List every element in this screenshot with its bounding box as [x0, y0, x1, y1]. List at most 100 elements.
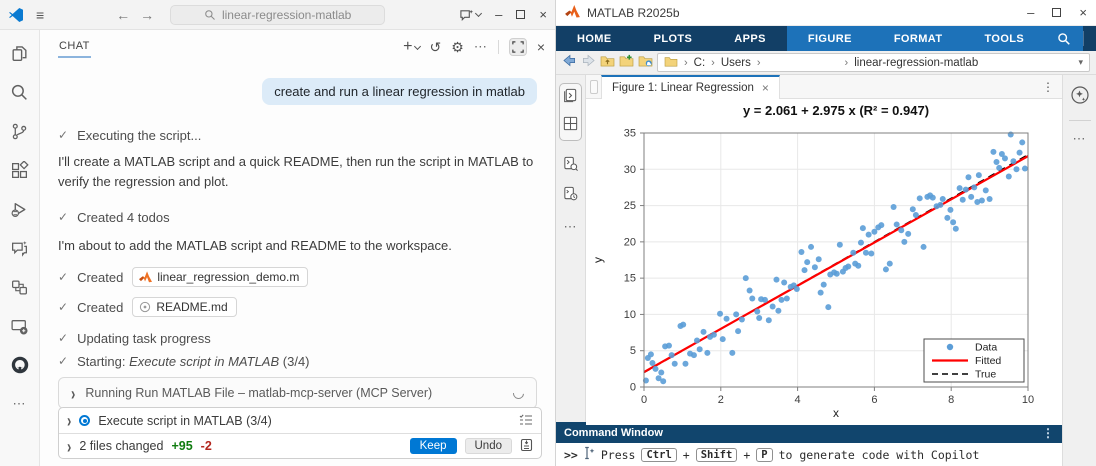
svg-text:25: 25: [624, 200, 636, 212]
breadcrumb-dropdown-icon[interactable]: ▾: [1078, 57, 1083, 67]
panel-group: [559, 83, 582, 141]
svg-text:True: True: [975, 369, 996, 381]
files-changed-row[interactable]: › 2 files changed +95 -2 Keep Undo: [59, 433, 541, 458]
chat-panel: CHAT + ↺ ⚙ ⋯ × create and run a linear r…: [40, 30, 555, 466]
command-prompt-line[interactable]: >> Press Ctrl + Shift + P to generate co…: [556, 443, 1062, 466]
chevron-right-icon: ›: [71, 382, 76, 404]
more-actions-icon[interactable]: ⋯: [473, 39, 488, 54]
settings-gear-icon[interactable]: ⚙: [451, 38, 464, 55]
command-search-icon[interactable]: [562, 155, 579, 177]
new-chat-button[interactable]: +: [403, 38, 421, 56]
github-icon[interactable]: [9, 354, 31, 376]
command-window-menu-icon[interactable]: ⋮: [1042, 425, 1054, 440]
more-activity-icon[interactable]: ⋯: [12, 396, 27, 411]
tab-tools[interactable]: TOOLS: [963, 26, 1046, 51]
crumb-drive[interactable]: C:: [693, 56, 706, 69]
remote-explorer-icon[interactable]: [9, 276, 31, 298]
figure-canvas: 0 2 4 6 8 10 0 5 10 15 20 25 30 35 y = 2.061 + 2.975 x…: [586, 99, 1062, 425]
nav-forward-icon[interactable]: →: [140, 6, 155, 23]
minimize-button[interactable]: –: [1027, 5, 1035, 20]
maximize-button[interactable]: [1052, 8, 1062, 17]
svg-text:20: 20: [624, 236, 636, 248]
regression-plot: 0 2 4 6 8 10 0 5 10 15 20 25 30 35 y = 2.061 + 2.975 x…: [591, 103, 1034, 420]
command-window-header[interactable]: Command Window ⋮: [556, 422, 1062, 443]
maximize-button[interactable]: [516, 10, 526, 19]
hint-press: Press: [600, 447, 636, 462]
minimize-button[interactable]: –: [495, 7, 503, 22]
tab-apps[interactable]: APPS: [734, 32, 766, 45]
file-chip-matlab-script[interactable]: linear_regression_demo.m: [132, 267, 309, 288]
address-breadcrumb[interactable]: › C: › Users › › linear-regression-matla…: [657, 53, 1090, 72]
more-sidebar-icon[interactable]: ⋯: [1072, 131, 1087, 146]
cloud-folder-icon[interactable]: [638, 54, 653, 72]
chat-history-icon[interactable]: ↺: [429, 38, 442, 55]
vscode-logo-icon: [8, 7, 24, 23]
close-button[interactable]: ×: [539, 7, 547, 22]
file-chip-readme[interactable]: README.md: [132, 297, 237, 318]
files-changed-label: 2 files changed: [79, 439, 164, 453]
svg-text:35: 35: [624, 128, 636, 140]
search-text: linear-regression-matlab: [221, 7, 352, 22]
svg-text:x: x: [833, 406, 839, 420]
vscode-window: ≡ ← → linear-regression-matlab – ×: [0, 0, 556, 466]
keep-button[interactable]: Keep: [409, 438, 457, 454]
crumb-users[interactable]: Users: [720, 56, 751, 69]
user-message: create and run a linear regression in ma…: [262, 78, 537, 105]
activity-bar: ⋯: [0, 30, 40, 466]
key-p: P: [756, 447, 773, 462]
forward-icon[interactable]: [581, 54, 596, 72]
layout-grid-icon[interactable]: [562, 115, 579, 137]
search-sidebar-icon[interactable]: [9, 81, 31, 103]
view-changes-icon[interactable]: [520, 438, 533, 455]
search-icon: [205, 9, 215, 20]
crumb-project[interactable]: linear-regression-matlab: [854, 56, 979, 69]
running-tool-label: Running Run MATLAB File – matlab-mcp-ser…: [85, 386, 433, 401]
back-icon[interactable]: [562, 54, 577, 72]
up-folder-icon[interactable]: [600, 54, 615, 72]
editor-pages-icon[interactable]: [562, 87, 579, 109]
markdown-file-icon: [140, 302, 151, 313]
additions-count: +95: [171, 439, 193, 453]
matlab-window-title: MATLAB R2025b: [587, 5, 680, 20]
nav-back-icon[interactable]: ←: [116, 6, 131, 23]
figure-menu-icon[interactable]: ⋮: [1042, 79, 1054, 94]
matlab-file-icon: [139, 271, 153, 283]
drag-handle[interactable]: [590, 79, 598, 94]
toolstrip-search-icon[interactable]: [1045, 26, 1084, 51]
run-debug-icon[interactable]: [9, 198, 31, 220]
key-ctrl: Ctrl: [641, 447, 677, 462]
todo-list-icon[interactable]: [519, 413, 533, 429]
source-control-icon[interactable]: [9, 120, 31, 142]
chat-sidebar-icon[interactable]: [9, 237, 31, 259]
command-history-icon[interactable]: [562, 185, 579, 207]
expand-chat-icon[interactable]: [508, 38, 527, 56]
copilot-sidebar-icon[interactable]: [1070, 85, 1090, 110]
todo-header: Execute script in MATLAB (3/4): [98, 413, 272, 428]
matlab-quick-access-bar: › C: › Users › › linear-regression-matla…: [556, 51, 1096, 75]
tab-figure[interactable]: FIGURE: [786, 26, 873, 51]
new-folder-icon[interactable]: [619, 54, 634, 72]
todo-status-row[interactable]: › Execute script in MATLAB (3/4): [59, 408, 541, 433]
svg-text:y = 2.061 + 2.975 x (R² = 0: y = 2.061 + 2.975 x (R² = 0.947): [743, 103, 929, 118]
undo-button[interactable]: Undo: [464, 438, 512, 454]
close-figure-icon[interactable]: ×: [761, 80, 769, 95]
tab-plots[interactable]: PLOTS: [653, 32, 693, 45]
tab-chat[interactable]: CHAT: [58, 36, 91, 58]
more-panels-icon[interactable]: ⋯: [563, 219, 578, 234]
close-button[interactable]: ×: [1079, 5, 1087, 20]
copilot-chat-icon[interactable]: [459, 8, 483, 22]
close-panel-icon[interactable]: ×: [536, 39, 545, 55]
tab-home[interactable]: HOME: [577, 32, 612, 45]
matlab-window: MATLAB R2025b – × HOME PLOTS APPS FIGURE…: [556, 0, 1096, 466]
menu-hamburger-icon[interactable]: ≡: [36, 6, 45, 23]
tab-format[interactable]: FORMAT: [872, 26, 964, 51]
live-share-icon[interactable]: [9, 315, 31, 337]
copilot-cursor-icon: [584, 446, 595, 463]
explorer-icon[interactable]: [9, 42, 31, 64]
figure-tab[interactable]: Figure 1: Linear Regression ×: [601, 74, 780, 99]
command-center-search[interactable]: linear-regression-matlab: [170, 4, 386, 25]
chevron-sep: ›: [711, 56, 715, 69]
extensions-icon[interactable]: [9, 159, 31, 181]
matlab-titlebar: MATLAB R2025b – ×: [556, 0, 1096, 26]
running-tool-box[interactable]: › Running Run MATLAB File – matlab-mcp-s…: [58, 377, 537, 410]
